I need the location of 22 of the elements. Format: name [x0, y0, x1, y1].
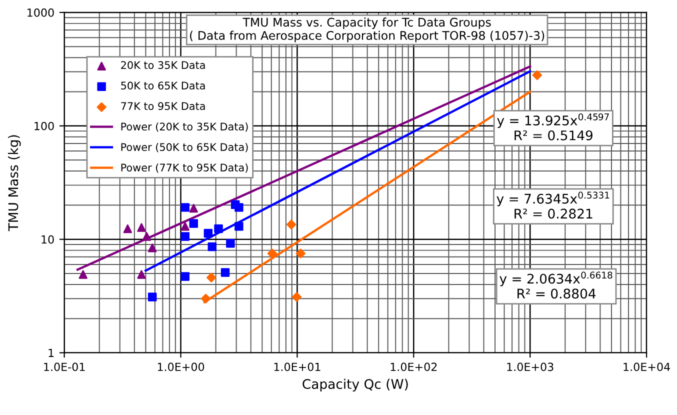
- x-tick-label: 1.0E+02: [390, 362, 437, 372]
- legend-label: 50K to 65K Data: [121, 82, 205, 90]
- x-axis-title: Capacity Qc (W): [302, 378, 408, 392]
- x-tick-label: 1.0E-01: [44, 362, 85, 372]
- legend-label: 77K to 95K Data: [121, 102, 205, 110]
- legend-label: Power (77K to 95K Data): [121, 163, 248, 173]
- x-tick-label: 1.0E+00: [158, 362, 204, 372]
- y-axis-title: TMU Mass (kg): [8, 135, 21, 232]
- legend-label: Power (50K to 65K Data): [121, 142, 248, 152]
- y-tick-label: 1000: [28, 8, 54, 17]
- x-tick-label: 1.0E+01: [274, 362, 320, 372]
- x-tick-label: 1.0E+04: [624, 362, 670, 372]
- text: TMU Mass vs. Capacity for Tc Data Groups ( Data from Aerospace Corporation Report TOR-98 (1057)-3): [190, 18, 544, 42]
- legend-label: Power (20K to 35K Data): [121, 122, 248, 132]
- annotation: y = 2.0634x$^{0.6618}$ R² = 0.8804: [500, 272, 612, 299]
- annotation: y = 13.925x$^{0.4597}$ R² = 0.5149: [497, 113, 609, 140]
- y-tick-label: 1: [48, 348, 54, 357]
- y-tick-label: 10: [42, 235, 54, 244]
- x-tick-label: 1.0E+03: [507, 362, 554, 372]
- y-tick-label: 100: [34, 122, 54, 130]
- annotation: y = 7.6345x$^{0.5331}$ R² = 0.2821: [496, 192, 610, 219]
- legend-label: 20K to 35K Data: [121, 61, 205, 70]
